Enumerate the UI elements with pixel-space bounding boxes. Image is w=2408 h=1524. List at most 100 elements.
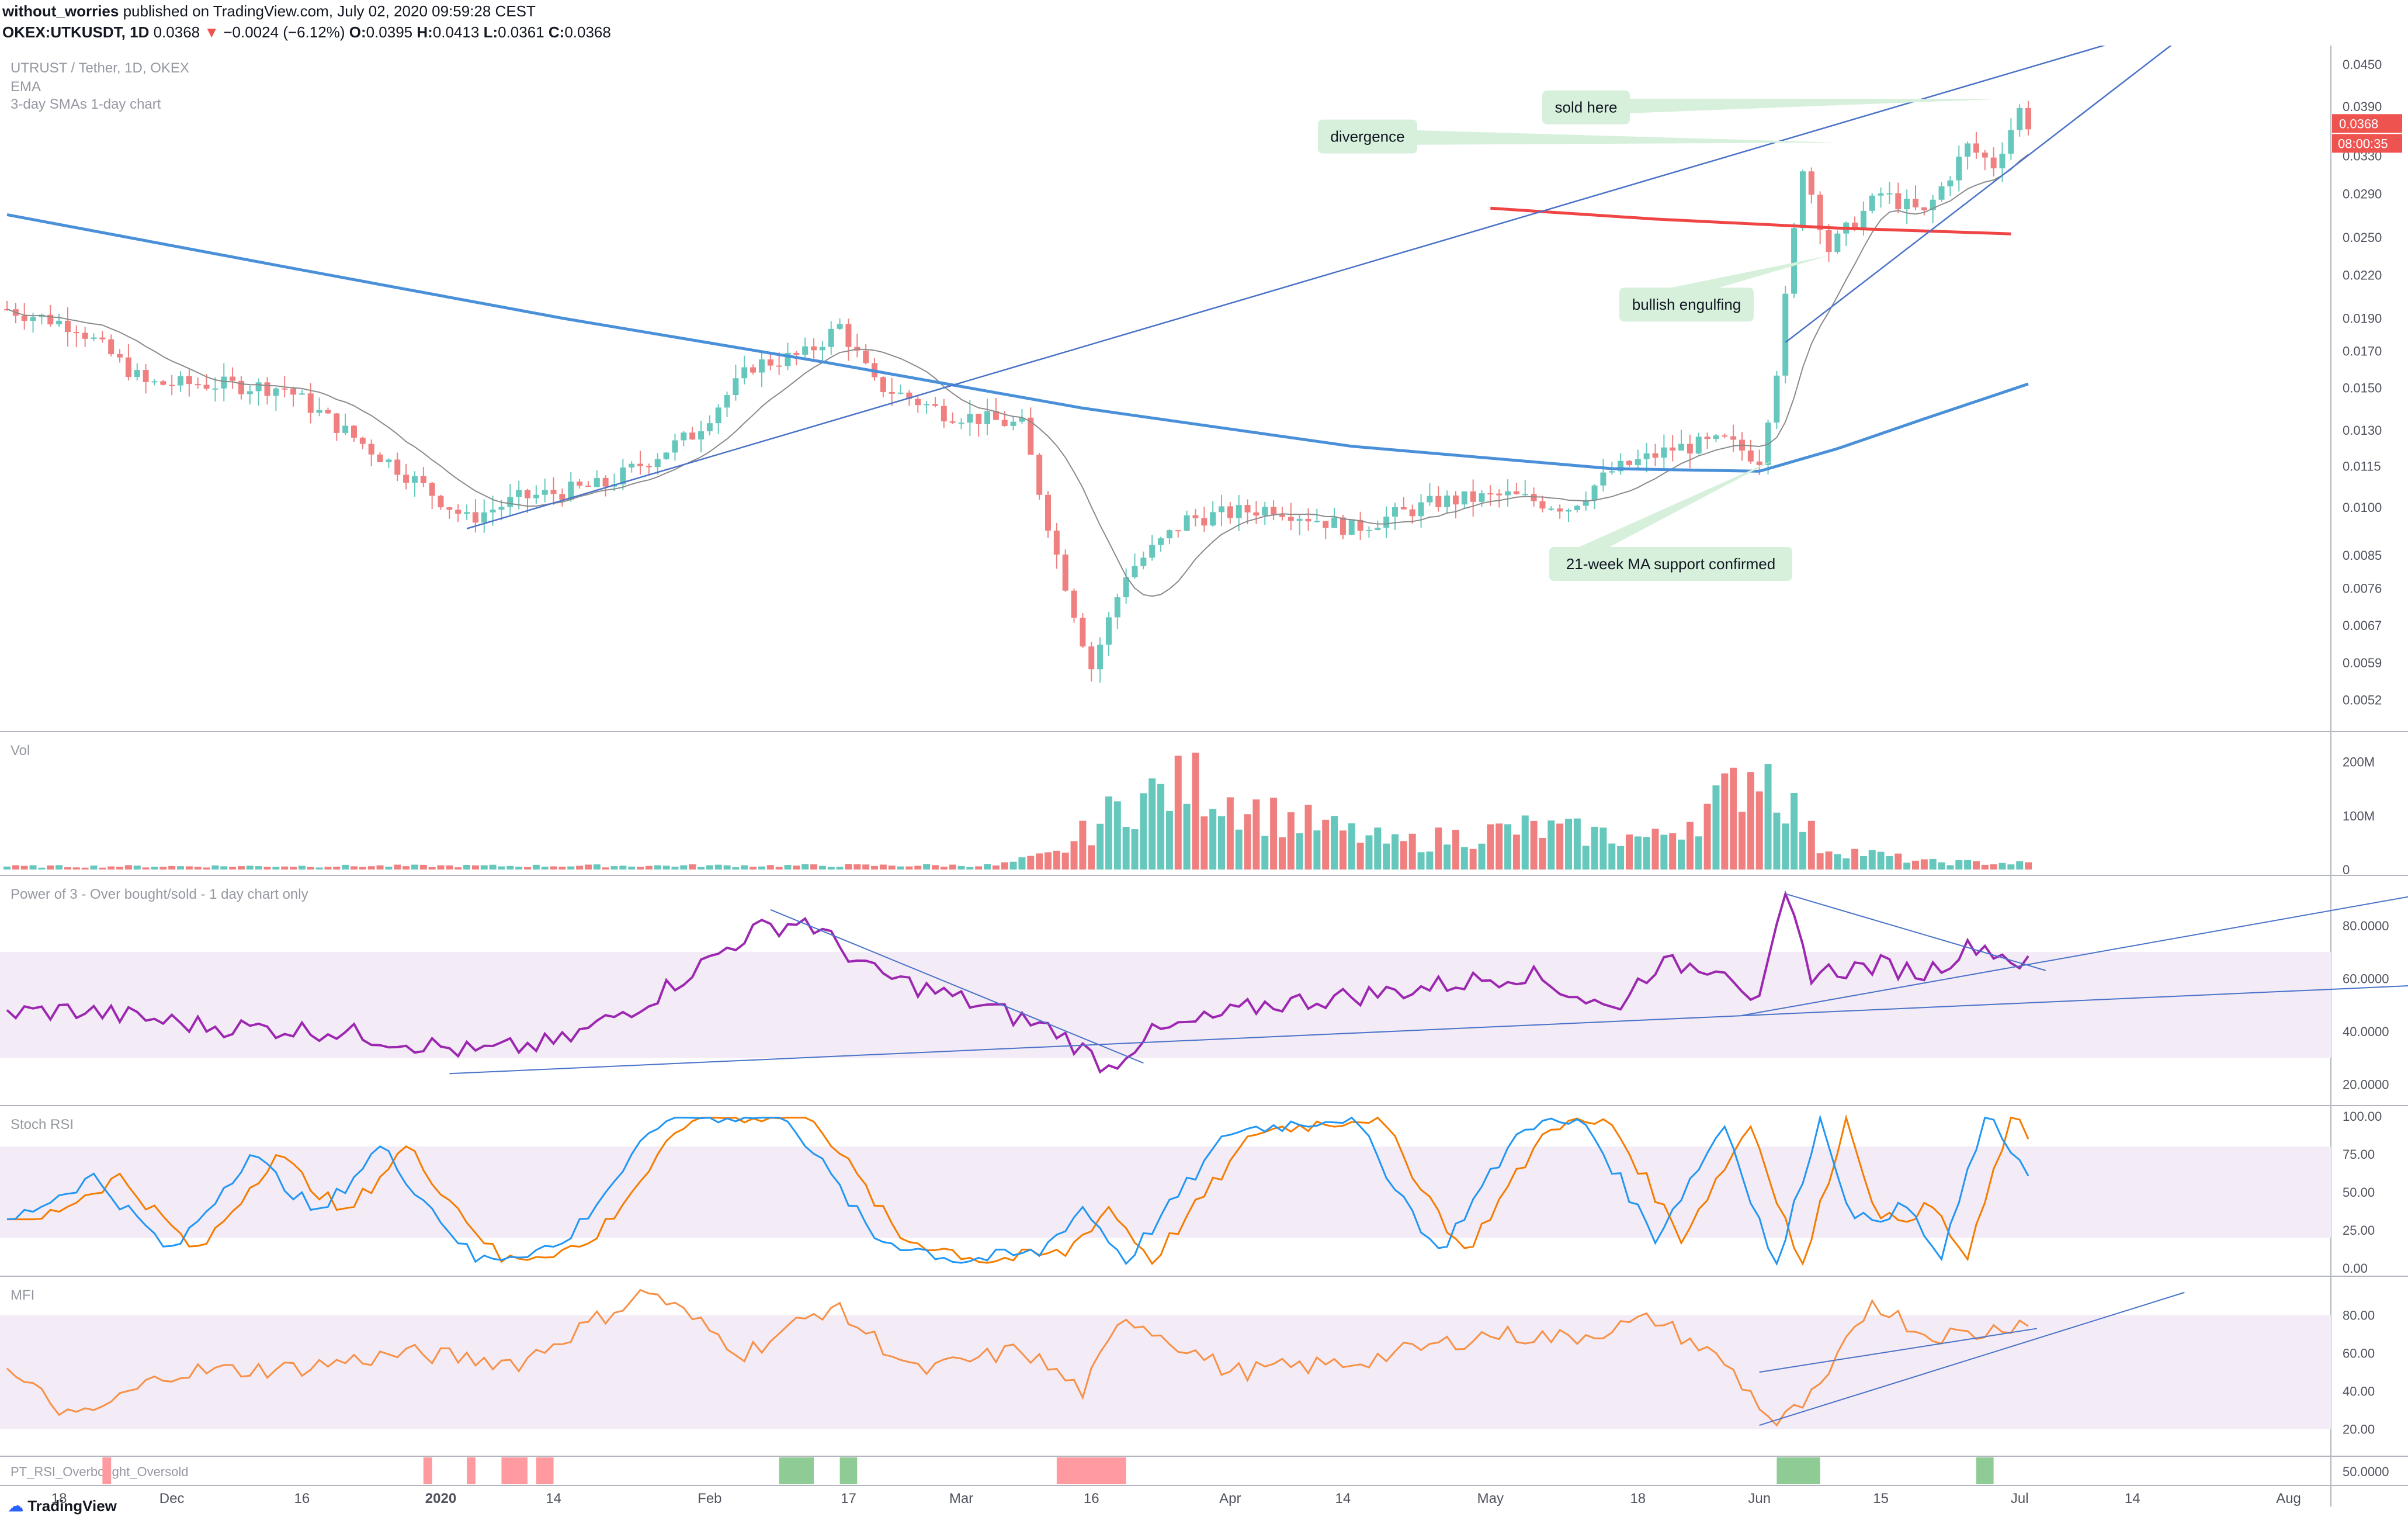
volume-bar xyxy=(72,867,80,870)
candle-down xyxy=(1253,512,1259,516)
volume-bar xyxy=(1660,834,1668,870)
volume-bar xyxy=(1843,858,1850,870)
author-name[interactable]: without_worries xyxy=(2,2,119,20)
x-tick-label: 15 xyxy=(1873,1491,1889,1506)
volume-bar xyxy=(38,867,46,870)
volume-bar xyxy=(1365,835,1373,870)
volume-bar xyxy=(1530,820,1538,870)
x-tick-label: Jul xyxy=(2011,1491,2029,1506)
candle-down xyxy=(472,512,478,523)
candle-up xyxy=(1314,521,1320,522)
volume-bar xyxy=(1244,814,1251,870)
volume-bar xyxy=(203,867,210,870)
x-tick-label: 18 xyxy=(51,1491,67,1506)
candle-up xyxy=(1661,447,1667,458)
volume-bar xyxy=(1539,837,1546,870)
candle-up xyxy=(1860,210,1866,230)
rsi-marker-oversold xyxy=(102,1457,112,1484)
candle-down xyxy=(1730,436,1737,440)
volume-bar xyxy=(619,865,627,870)
volume-bar xyxy=(151,867,158,870)
candle-down xyxy=(1045,494,1051,531)
volume-bar xyxy=(1426,851,1434,870)
volume-bar xyxy=(853,864,861,870)
candle-up xyxy=(1236,505,1242,518)
candle-down xyxy=(117,354,123,358)
volume-bar xyxy=(1192,752,1199,870)
volume-bar xyxy=(1400,841,1407,870)
candle-down xyxy=(776,365,782,367)
volume-bar xyxy=(827,867,835,870)
candle-down xyxy=(73,332,79,334)
volume-bar xyxy=(342,864,349,870)
volume-bar xyxy=(1444,844,1451,870)
last-price-tag-label: 0.0368 xyxy=(2339,116,2378,131)
candle-down xyxy=(550,490,557,494)
volume-bar xyxy=(1678,839,1685,870)
volume-bar xyxy=(403,866,410,870)
volume-bar xyxy=(1504,824,1512,870)
y-tick-label: 60.00 xyxy=(2343,1346,2375,1361)
volume-bar xyxy=(836,867,844,870)
candle-down xyxy=(1305,518,1311,522)
volume-bar xyxy=(1747,772,1754,870)
candle-up xyxy=(1296,518,1303,521)
volume-bar xyxy=(1469,848,1477,870)
candle-up xyxy=(1132,566,1138,577)
volume-bar xyxy=(1200,816,1208,870)
candle-up xyxy=(1548,508,1555,510)
candle-down xyxy=(1704,437,1710,439)
candle-up xyxy=(151,381,158,383)
plot-background xyxy=(0,46,2331,1483)
candle-down xyxy=(1227,506,1233,518)
volume-bar xyxy=(298,865,306,870)
candle-up xyxy=(1965,143,1971,157)
candle-up xyxy=(498,507,505,510)
volume-bar xyxy=(871,865,878,870)
candle-down xyxy=(307,393,314,413)
last-price: 0.0368 xyxy=(153,23,200,41)
candle-up xyxy=(715,407,721,424)
pane-title: PT_RSI_Overbought_Oversold xyxy=(11,1464,189,1479)
volume-bar xyxy=(463,864,471,870)
candle-down xyxy=(1470,491,1476,502)
candle-down xyxy=(82,332,88,339)
volume-bar xyxy=(159,867,167,870)
y-tick-label: 60.0000 xyxy=(2343,971,2389,986)
candle-up xyxy=(2017,108,2023,130)
y-tick-label: 0.0085 xyxy=(2343,548,2382,563)
close-label: C: xyxy=(548,23,565,41)
volume-bar xyxy=(818,865,826,870)
y-tick-label: 0.0290 xyxy=(2343,186,2382,201)
volume-bar xyxy=(1496,823,1503,870)
volume-bar xyxy=(1739,812,1746,870)
volume-bar xyxy=(1079,820,1087,870)
candle-down xyxy=(368,444,374,455)
volume-bar xyxy=(541,867,549,870)
volume-bar xyxy=(1356,843,1364,870)
volume-bar xyxy=(55,865,63,870)
candle-down xyxy=(1557,508,1563,512)
candle-up xyxy=(1799,171,1806,228)
candle-up xyxy=(733,378,739,396)
candle-up xyxy=(698,431,704,440)
volume-bar xyxy=(610,866,618,870)
tradingview-footer[interactable]: ☁ TradingView xyxy=(8,1497,117,1515)
high-label: H: xyxy=(417,23,433,41)
volume-bar xyxy=(1009,861,1017,870)
volume-bar xyxy=(1782,823,1789,870)
volume-bar xyxy=(680,865,688,870)
candle-down xyxy=(1747,450,1754,462)
rsi-marker-oversold xyxy=(536,1457,554,1484)
volume-bar xyxy=(1435,827,1442,870)
volume-bar xyxy=(1703,803,1711,870)
volume-bar xyxy=(90,865,98,870)
volume-bar xyxy=(949,864,956,870)
volume-bar xyxy=(1686,822,1694,870)
candle-down xyxy=(1340,517,1346,535)
volume-bar xyxy=(359,867,366,870)
candle-up xyxy=(1149,545,1156,558)
symbol-label[interactable]: OKEX:UTKUSDT, 1D xyxy=(2,23,150,41)
candle-down xyxy=(282,388,288,390)
